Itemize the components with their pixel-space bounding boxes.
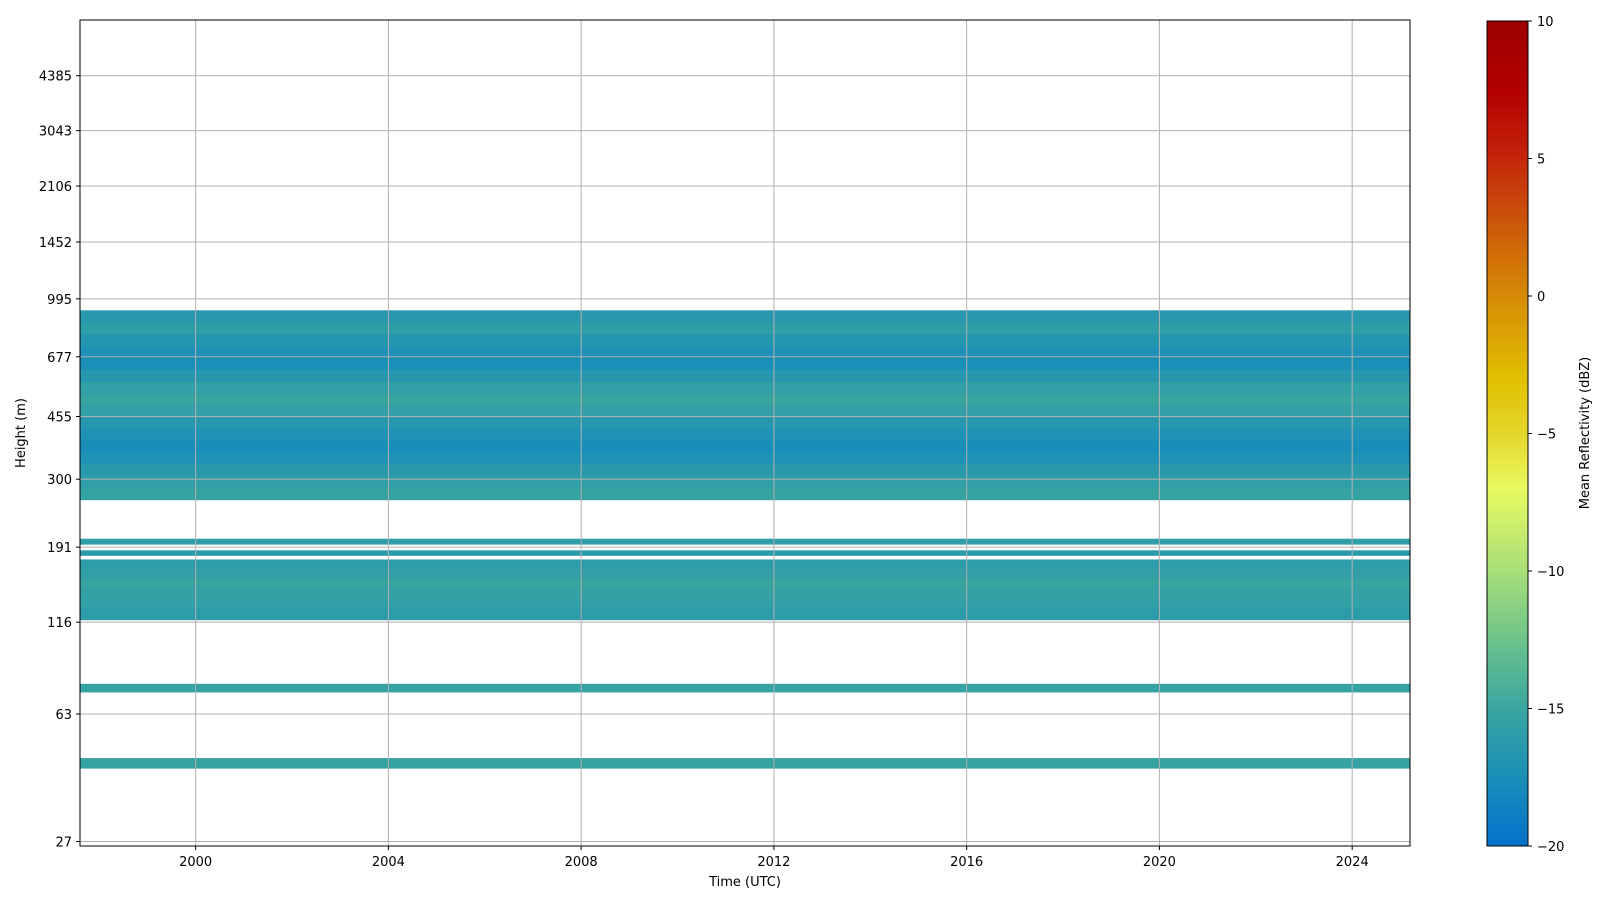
reflectivity-layer <box>80 597 1410 610</box>
y-axis-ticks: 27 63 116 191 300 455 677 995 1452 2106 3043 4385 <box>39 70 80 850</box>
reflectivity-layer <box>80 587 1410 598</box>
y-axis-label: Height (m) <box>14 398 29 468</box>
colorbar-tick-label: −15 <box>1537 703 1564 718</box>
x-tick-label: 2016 <box>950 855 983 870</box>
reflectivity-layer <box>80 463 1410 477</box>
y-tick-label: 2106 <box>39 180 72 195</box>
colorbar-tick-label: 10 <box>1537 15 1554 30</box>
reflectivity-layer <box>80 758 1410 769</box>
reflectivity-layer <box>80 559 1410 569</box>
y-tick-label: 27 <box>55 835 72 850</box>
reflectivity-layer <box>80 440 1410 453</box>
y-tick-label: 455 <box>47 411 72 426</box>
reflectivity-layer <box>80 452 1410 465</box>
x-axis-ticks: 2000 2004 2008 2012 2016 2020 2024 <box>179 846 1369 870</box>
reflectivity-layer <box>80 568 1410 579</box>
x-tick-label: 2004 <box>372 855 405 870</box>
x-axis-label: Time (UTC) <box>708 875 781 890</box>
reflectivity-layer <box>80 345 1410 359</box>
x-tick-label: 2000 <box>179 855 212 870</box>
colorbar-label: Mean Reflectivity (dBZ) <box>1578 357 1593 510</box>
reflectivity-layer <box>80 322 1410 335</box>
y-tick-label: 300 <box>47 473 72 488</box>
reflectivity-layer <box>80 405 1410 418</box>
reflectivity-layer <box>80 381 1410 394</box>
plot-frame <box>79 19 1411 847</box>
y-tick-label: 677 <box>47 351 72 366</box>
y-tick-label: 995 <box>47 293 72 308</box>
colorbar-tick-label: −5 <box>1537 428 1556 443</box>
reflectivity-layer <box>80 538 1410 545</box>
y-tick-label: 4385 <box>39 70 72 85</box>
y-tick-label: 1452 <box>39 236 72 251</box>
x-tick-label: 2020 <box>1143 855 1176 870</box>
y-tick-label: 3043 <box>39 125 72 140</box>
reflectivity-layer <box>80 393 1410 406</box>
reflectivity-layer <box>80 310 1410 323</box>
reflectivity-layers <box>80 310 1410 769</box>
reflectivity-layer <box>80 487 1410 501</box>
y-tick-label: 63 <box>55 708 72 723</box>
reflectivity-layer <box>80 369 1410 382</box>
colorbar-tick-label: 0 <box>1537 290 1545 305</box>
colorbar <box>1486 20 1529 847</box>
reflectivity-layer <box>80 475 1410 489</box>
reflectivity-layer <box>80 357 1410 371</box>
y-tick-label: 116 <box>47 616 72 631</box>
y-tick-label: 191 <box>47 541 72 556</box>
grid-lines <box>80 20 1410 846</box>
colorbar-tick-label: 5 <box>1537 153 1545 168</box>
reflectivity-layer <box>80 577 1410 589</box>
reflectivity-layer <box>80 608 1410 621</box>
reflectivity-layer <box>80 550 1410 556</box>
reflectivity-layer <box>80 428 1410 442</box>
x-tick-label: 2012 <box>757 855 790 870</box>
colorbar-tick-label: −20 <box>1537 840 1564 855</box>
reflectivity-layer <box>80 683 1410 693</box>
x-tick-label: 2024 <box>1336 855 1369 870</box>
colorbar-tick-label: −10 <box>1537 565 1564 580</box>
reflectivity-layer <box>80 333 1410 347</box>
x-tick-label: 2008 <box>565 855 598 870</box>
reflectivity-layer <box>80 416 1410 430</box>
colorbar-ticks: −20 −15 −10 −5 0 5 10 <box>1528 15 1564 855</box>
